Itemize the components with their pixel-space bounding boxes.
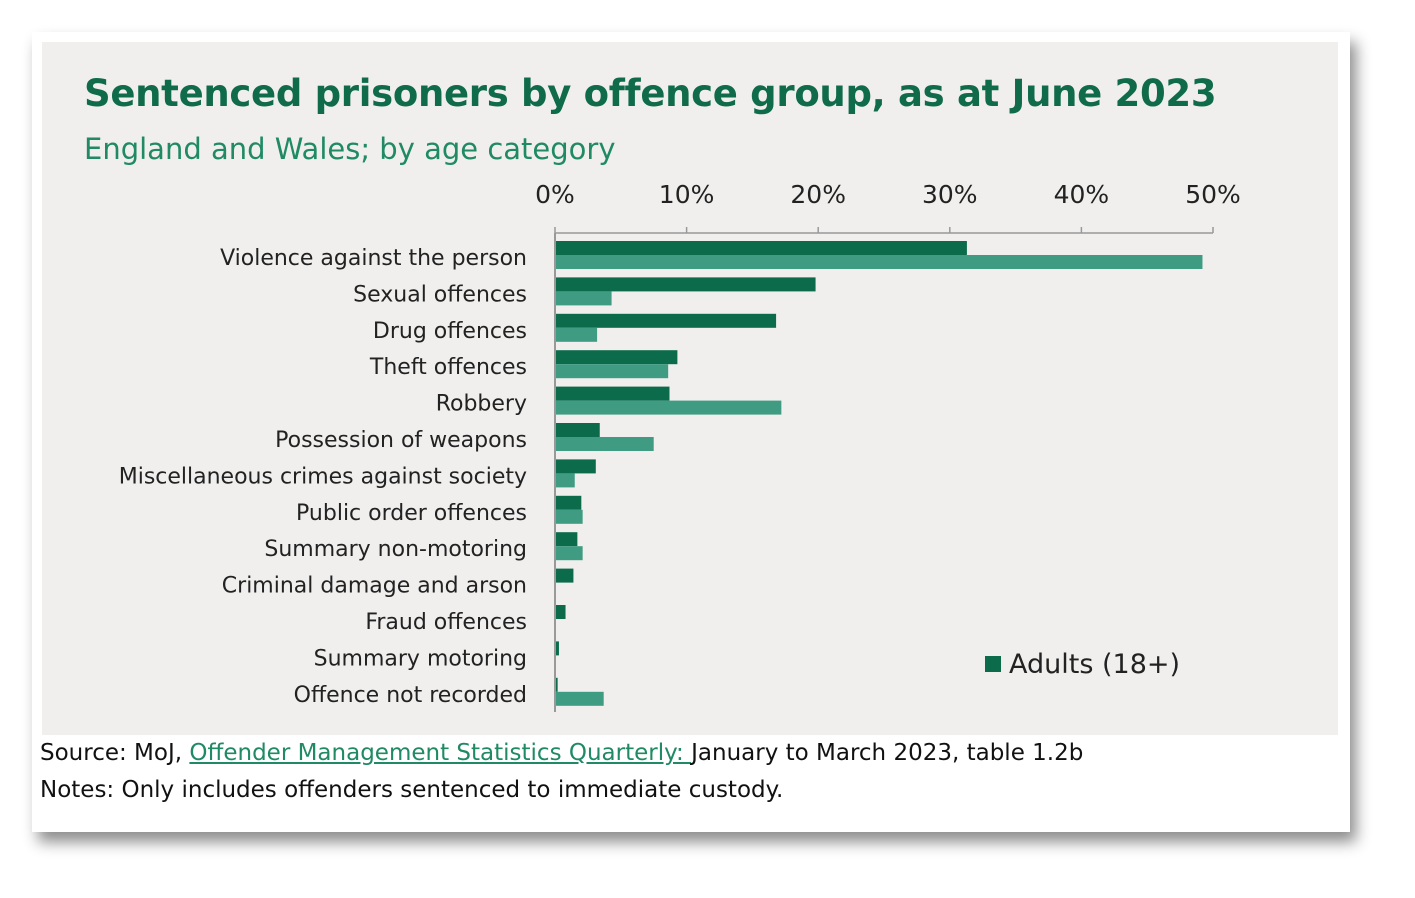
x-tick-label: 50% <box>1185 180 1241 209</box>
category-label: Criminal damage and arson <box>222 574 527 599</box>
bar-adults <box>555 495 582 510</box>
x-tick-label: 40% <box>1054 180 1110 209</box>
category-label: Miscellaneous crimes against society <box>119 464 527 489</box>
category-label: Robbery <box>436 392 527 417</box>
bar-series-2 <box>555 255 1203 269</box>
bar-series-2 <box>555 473 575 488</box>
bar-series-2 <box>555 691 604 706</box>
category-label: Sexual offences <box>353 282 527 307</box>
chart-title: Sentenced prisoners by offence group, as… <box>84 72 1217 115</box>
source-prefix: Source: MoJ, <box>40 740 190 766</box>
x-tick-label: 30% <box>922 180 978 209</box>
category-label: Violence against the person <box>220 246 527 271</box>
chart-subtitle: England and Wales; by age category <box>84 132 616 166</box>
bar-adults <box>555 241 967 255</box>
legend-swatch-adults <box>985 656 1001 672</box>
chart-card: Sentenced prisoners by offence group, as… <box>32 32 1350 832</box>
bar-adults <box>555 568 574 583</box>
category-label: Public order offences <box>296 501 527 526</box>
category-label: Fraud offences <box>365 610 527 635</box>
x-tick-label: 0% <box>535 180 575 209</box>
source-line: Source: MoJ, Offender Management Statist… <box>40 740 1083 766</box>
bar-adults <box>555 459 596 474</box>
bar-adults <box>555 641 559 656</box>
bar-adults <box>555 605 566 619</box>
bar-series-2 <box>555 291 612 306</box>
legend-label-adults: Adults (18+) <box>1009 649 1180 680</box>
x-tick-label: 10% <box>659 180 715 209</box>
category-label: Theft offences <box>369 355 527 380</box>
bar-series-2 <box>555 364 669 379</box>
category-label: Summary motoring <box>314 646 527 671</box>
bar-adults <box>555 423 600 437</box>
bar-series-2 <box>555 437 654 451</box>
source-suffix: January to March 2023, table 1.2b <box>691 740 1084 766</box>
category-label: Summary non-motoring <box>264 537 527 562</box>
category-label: Drug offences <box>373 319 527 344</box>
x-tick-label: 20% <box>790 180 846 209</box>
bar-adults <box>555 386 670 401</box>
bar-adults <box>555 532 578 547</box>
bar-adults <box>555 350 678 365</box>
bar-series-2 <box>555 327 598 342</box>
chart-panel: Sentenced prisoners by offence group, as… <box>42 42 1338 735</box>
bar-adults <box>555 677 558 692</box>
bar-series-2 <box>555 546 583 561</box>
bar-series-2 <box>555 400 782 415</box>
source-link[interactable]: Offender Management Statistics Quarterly… <box>189 740 692 766</box>
category-label: Possession of weapons <box>275 428 527 453</box>
bar-series-2 <box>555 509 583 524</box>
category-label: Offence not recorded <box>294 683 527 708</box>
bar-adults <box>555 277 816 292</box>
notes-line: Notes: Only includes offenders sentenced… <box>40 777 784 803</box>
bar-adults <box>555 313 777 328</box>
